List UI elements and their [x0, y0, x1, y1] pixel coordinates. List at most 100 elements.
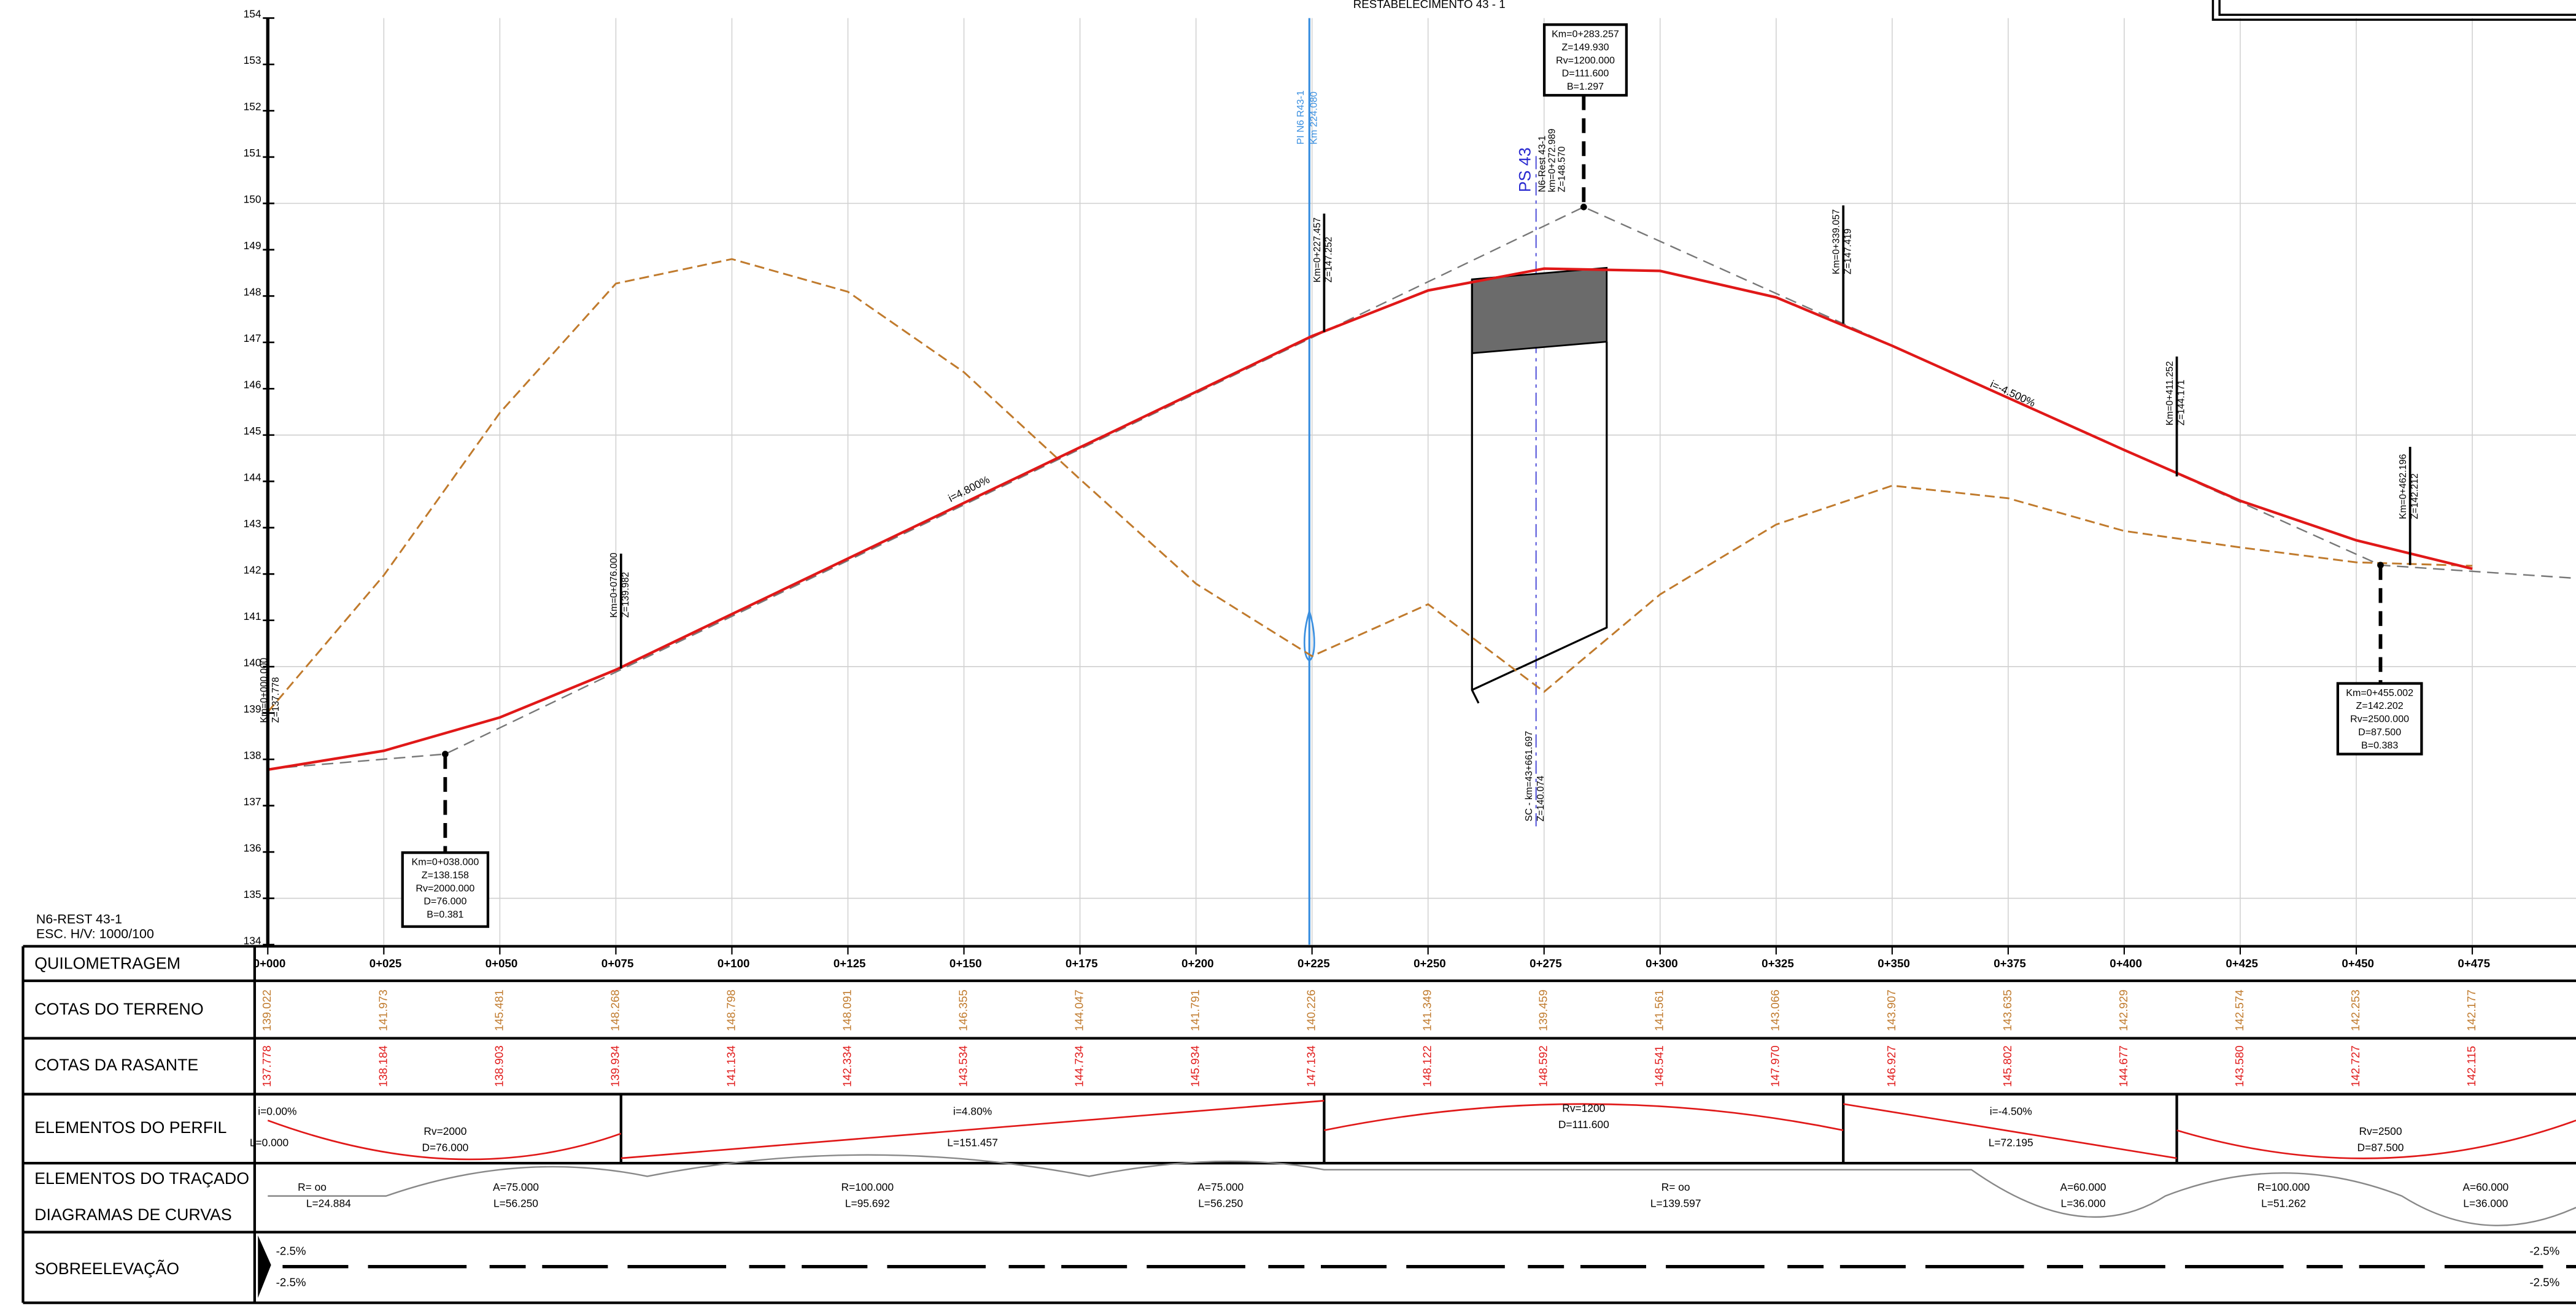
curve-box-text: Km=0+038.000 [411, 857, 479, 868]
y-tick-label: 148 [244, 286, 261, 298]
terrain-value: 139.459 [1537, 989, 1550, 1031]
y-tick-label: 136 [244, 841, 261, 854]
alignment-element: R= oo [298, 1181, 327, 1193]
curve-box-text: Z=138.158 [422, 870, 469, 881]
y-tick-label: 152 [244, 101, 261, 113]
station-label: 0+225 [1298, 957, 1330, 970]
y-tick-label: 154 [244, 8, 261, 20]
alignment-element: A=60.000 [2462, 1181, 2508, 1193]
alignment-element: L=95.692 [845, 1197, 890, 1210]
crossing-label: SC - km=43+661.697 [1524, 731, 1534, 822]
y-tick-label: 138 [244, 749, 261, 761]
alignment-element: L=56.250 [493, 1197, 538, 1210]
station-label: 0+375 [1994, 957, 2026, 970]
station-label: 0+150 [950, 957, 982, 970]
grade-value: 138.184 [376, 1045, 389, 1087]
terrain-value: 142.929 [2117, 989, 2130, 1031]
profile-curve [267, 1120, 622, 1161]
grade-value: 147.970 [1769, 1045, 1782, 1087]
title-block [2211, 0, 2576, 21]
row-header: COTAS DO TERRENO [34, 1000, 203, 1018]
grade-value: 143.534 [956, 1045, 969, 1087]
grade-line [267, 267, 2473, 772]
terrain-value: 143.907 [1885, 989, 1898, 1031]
curve-vertex [2377, 562, 2384, 569]
superelevation-value: -2.5% [2529, 1275, 2559, 1288]
terrain-value: 143.066 [1769, 989, 1782, 1031]
y-tick-label: 149 [244, 239, 261, 252]
station-label: 0+275 [1530, 957, 1562, 970]
point-label: Km=0+076.000 [609, 552, 619, 617]
curve-box-text: D=87.500 [2358, 727, 2401, 738]
grade-value: 146.927 [1885, 1045, 1898, 1087]
row-header: SOBREELEVAÇÃO [34, 1259, 179, 1278]
alignment-diagram [268, 1154, 2576, 1226]
grade-value: 145.802 [2001, 1045, 2014, 1087]
bridge-name: PS 43 [1516, 147, 1534, 192]
curve-box-text: Rv=1200.000 [1556, 55, 1615, 66]
profile-element: L=72.195 [1989, 1137, 2033, 1149]
terrain-value: 141.349 [1421, 989, 1434, 1031]
station-label: 0+175 [1066, 957, 1098, 970]
crossing-symbol [1303, 611, 1315, 662]
point-label: Km=0+411.252 [2165, 361, 2175, 425]
point-label: Z=144.171 [2176, 380, 2187, 426]
grade-value: 144.734 [1073, 1045, 1086, 1087]
alignment-element: L=24.884 [306, 1197, 351, 1210]
curve-box-text: Rv=2000.000 [416, 883, 474, 894]
alignment-element: L=51.262 [2261, 1197, 2306, 1210]
row-header: COTAS DA RASANTE [34, 1056, 198, 1074]
curve-vertex [442, 751, 449, 757]
y-tick-label: 147 [244, 332, 261, 344]
grade-value: 143.580 [2233, 1045, 2246, 1087]
terrain-value: 139.022 [260, 989, 273, 1031]
grade-value: 138.903 [492, 1045, 505, 1087]
profile-tangent [1843, 1103, 2177, 1159]
station-label: 0+300 [1646, 957, 1678, 970]
station-label: 0+075 [601, 957, 634, 970]
profile-curve [1324, 1103, 1844, 1131]
profile-tangent [621, 1100, 1325, 1159]
terrain-line [267, 258, 2473, 713]
terrain-value: 148.091 [840, 989, 853, 1031]
station-label: 0+050 [485, 957, 518, 970]
y-tick-label: 144 [244, 471, 261, 484]
curve-box-text: Km=0+455.002 [2346, 687, 2413, 698]
alignment-element: R= oo [1661, 1181, 1690, 1193]
station-label: 0+475 [2458, 957, 2490, 970]
point-label: Km=0+339.057 [1831, 209, 1842, 274]
profile-element: D=111.600 [1558, 1118, 1609, 1131]
grade-value: 142.727 [2349, 1045, 2362, 1087]
alignment-element: A=75.000 [1197, 1181, 1244, 1193]
station-label: 0+125 [834, 957, 866, 970]
grade-value: 142.334 [840, 1045, 853, 1087]
y-tick-label: 151 [244, 147, 261, 159]
curve-box [1542, 23, 1628, 97]
profile-element: L=151.457 [947, 1137, 998, 1149]
grade-value: 144.677 [2117, 1045, 2130, 1087]
superelevation-value: -2.5% [276, 1275, 306, 1288]
point-label: Z=147.419 [1843, 228, 1853, 274]
profile-element: i=4.80% [953, 1105, 992, 1118]
bridge-label: N6-Rest 43-1 [1537, 136, 1547, 192]
bridge-outline [1471, 279, 1608, 704]
station-label: 0+200 [1182, 957, 1214, 970]
row-header: ELEMENTOS DO PERFIL [34, 1118, 226, 1137]
curve-box-text: Rv=2500.000 [2350, 714, 2409, 725]
profile-element: D=87.500 [2357, 1142, 2404, 1154]
alignment-element: A=60.000 [2060, 1181, 2106, 1193]
station-label: 0+350 [1878, 957, 1910, 970]
grade-value: 142.115 [2465, 1046, 2478, 1086]
curve-box-text: Km=0+283.257 [1552, 28, 1619, 39]
y-tick-label: 137 [244, 795, 261, 808]
grade-value: 148.592 [1537, 1045, 1550, 1087]
profile-element: i=0.00% [258, 1105, 296, 1118]
superelevation-wedge [258, 1235, 271, 1298]
station-label: 0+450 [2342, 957, 2374, 970]
y-tick-label: 134 [244, 934, 261, 946]
terrain-value: 142.177 [2465, 989, 2478, 1031]
terrain-value: 141.973 [376, 989, 389, 1031]
point-label: Z=137.778 [271, 677, 281, 723]
